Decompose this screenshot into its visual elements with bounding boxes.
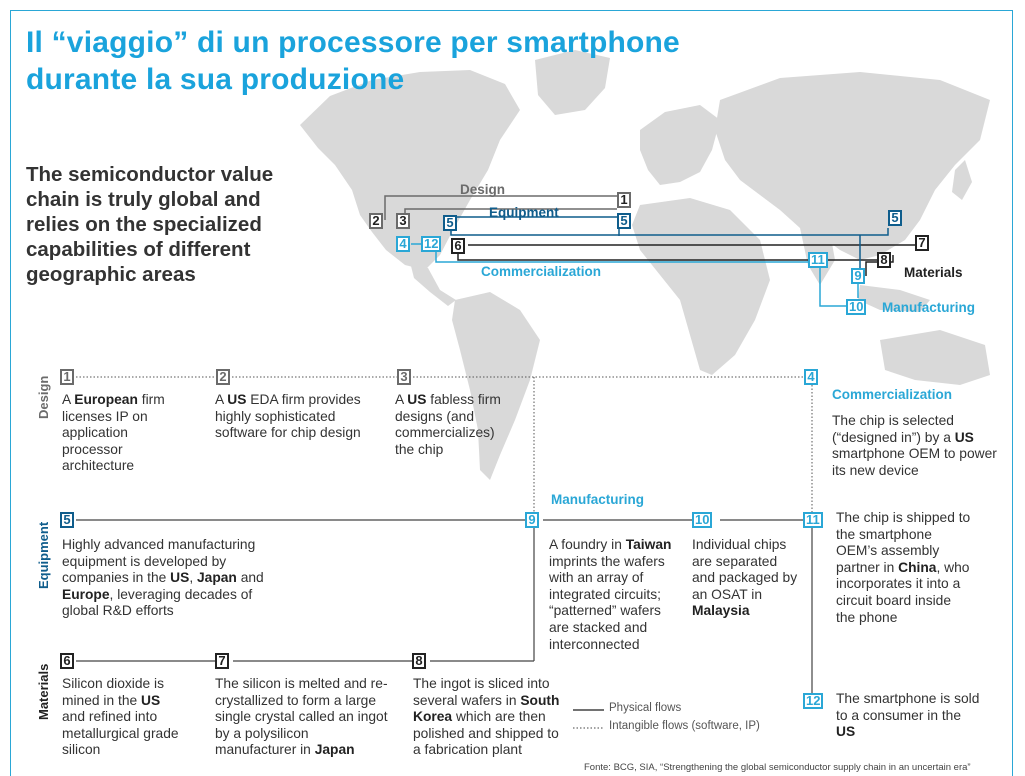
map-label-manufacturing: Manufacturing xyxy=(882,300,975,315)
step-1-text: A European firm licenses IP on applicati… xyxy=(62,392,165,474)
map-label-design: Design xyxy=(460,182,506,197)
map-marker-10: 10 xyxy=(846,299,867,315)
row-label-materials: Materials xyxy=(36,663,51,720)
step-4-box: 4 xyxy=(804,369,818,385)
map-marker-9: 9 xyxy=(851,268,865,284)
map-marker-5-europe: 5 xyxy=(617,213,631,229)
map-marker-3: 3 xyxy=(396,213,410,229)
map-marker-4: 4 xyxy=(396,236,410,252)
title-line-1: Il “viaggio” di un processore per smartp… xyxy=(26,26,680,59)
step-9-text: A foundry in Taiwan imprints the wafers … xyxy=(549,537,672,652)
map-marker-5-us: 5 xyxy=(443,215,457,231)
step-8-box: 8 xyxy=(412,653,426,669)
step-4-text: The chip is selected (“designed in”) by … xyxy=(832,413,997,478)
step-10-box: 10 xyxy=(692,512,713,528)
step-3-box: 3 xyxy=(397,369,411,385)
continents xyxy=(300,50,990,480)
title-line-2: durante la sua produzione xyxy=(26,63,405,96)
step-8-text: The ingot is sliced into several wafers … xyxy=(413,676,560,758)
figure-frame xyxy=(10,10,1013,776)
step-2-box: 2 xyxy=(216,369,230,385)
diagram-lines xyxy=(76,376,813,729)
step-12-box: 12 xyxy=(803,693,824,709)
step-12-text: The smartphone is sold to a consumer in … xyxy=(836,691,980,740)
row-label-equipment: Equipment xyxy=(36,521,51,589)
map-label-equipment: Equipment xyxy=(489,205,559,220)
step-1-box: 1 xyxy=(60,369,74,385)
map-marker-2: 2 xyxy=(369,213,383,229)
section-head-manufacturing: Manufacturing xyxy=(551,492,644,507)
legend-physical: Physical flows xyxy=(609,702,682,714)
section-head-commercialization: Commercialization xyxy=(832,387,953,402)
step-9-box: 9 xyxy=(525,512,539,528)
page-title: Il “viaggio” di un processore per smartp… xyxy=(26,24,680,98)
map-label-materials: Materials xyxy=(904,265,963,280)
step-6-box: 6 xyxy=(60,653,74,669)
map-marker-5-japan: 5 xyxy=(888,210,902,226)
map-marker-7: 7 xyxy=(915,235,929,251)
step-2-text: A US EDA firm provides highly sophistica… xyxy=(215,392,361,441)
step-3-text: A US fabless firm designs (and commercia… xyxy=(395,392,501,457)
step-11-text: The chip is shipped to the smartphone OE… xyxy=(836,510,971,625)
step-5-text: Highly advanced manufacturing equipment … xyxy=(62,537,264,619)
map-label-commercialization: Commercialization xyxy=(481,264,602,279)
source-note: Fonte: BCG, SIA, “Strengthening the glob… xyxy=(584,762,971,773)
intro-text: The semiconductor value chain is truly g… xyxy=(26,163,274,286)
step-11-box: 11 xyxy=(803,512,823,528)
row-label-design: Design xyxy=(36,375,51,419)
map-marker-8: 8 xyxy=(877,252,891,268)
step-7-box: 7 xyxy=(215,653,229,669)
map-marker-1: 1 xyxy=(617,192,631,208)
step-7-text: The silicon is melted and re-crystallize… xyxy=(215,676,388,758)
legend-intangible: Intangible flows (software, IP) xyxy=(609,720,760,732)
step-10-text: Individual chips are separated and packa… xyxy=(692,537,798,619)
step-6-text: Silicon dioxide is mined in the US and r… xyxy=(62,676,179,758)
map-marker-6: 6 xyxy=(451,238,465,254)
step-5-box: 5 xyxy=(60,512,74,528)
map-marker-12: 12 xyxy=(421,236,442,252)
map-marker-11: 11 xyxy=(808,252,828,268)
